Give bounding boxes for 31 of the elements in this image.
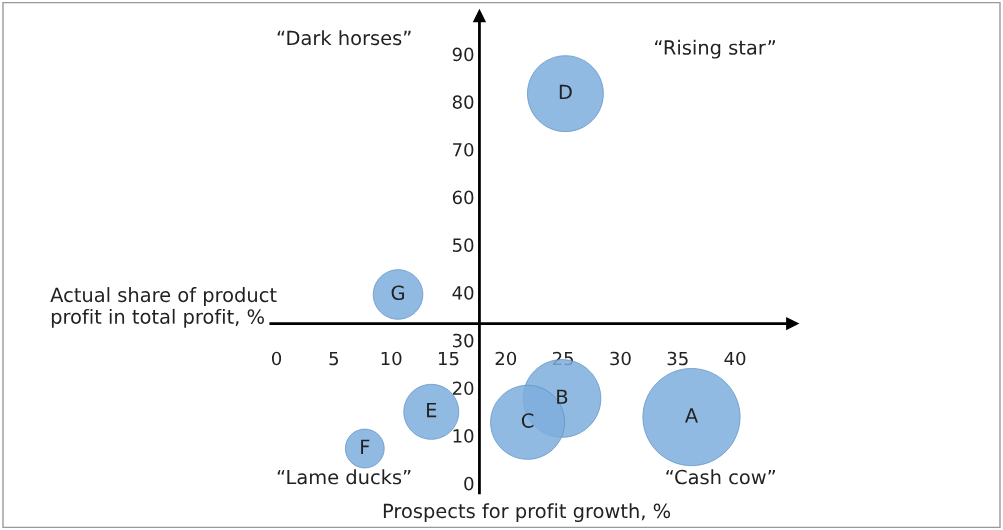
y-tick-label: 40 [452,286,474,300]
x-tick-label: 40 [724,351,746,366]
x-tick-label: 30 [610,351,631,366]
y-tick-label: 80 [452,95,474,109]
x-tick-label: 20 [495,351,517,366]
annotation: “Dark horses” [277,30,411,46]
annotation: B [557,389,568,404]
y-tick-label: 0 [464,476,474,491]
x-tick-label: 35 [667,351,688,366]
x-axis-title: Prospects for profit growth, % [383,503,671,523]
annotation: E [427,403,437,418]
x-tick-label: 10 [381,351,402,366]
annotation: G [391,285,404,301]
y-tick-label: 60 [452,190,474,205]
y-tick-label: 30 [452,333,474,348]
annotation: “Cash cow” [666,469,775,485]
y-tick-label: 90 [452,47,474,62]
x-tick-label: 5 [329,351,339,366]
x-tick-label: 15 [438,351,459,366]
annotation: D [559,84,572,100]
y-tick-label: 10 [453,429,474,443]
y-axis-title: Actual share of product profit in total profit, % [50,287,277,328]
y-tick-label: 50 [452,238,474,252]
annotation: C [521,413,534,428]
annotation: A [685,408,698,423]
y-tick-label: 70 [453,142,474,157]
annotation: “Rising star” [655,39,775,59]
x-tick-label: 0 [271,351,282,366]
y-tick-label: 20 [452,381,474,396]
annotation: “Lame ducks” [277,469,411,485]
annotation: F [361,439,370,454]
